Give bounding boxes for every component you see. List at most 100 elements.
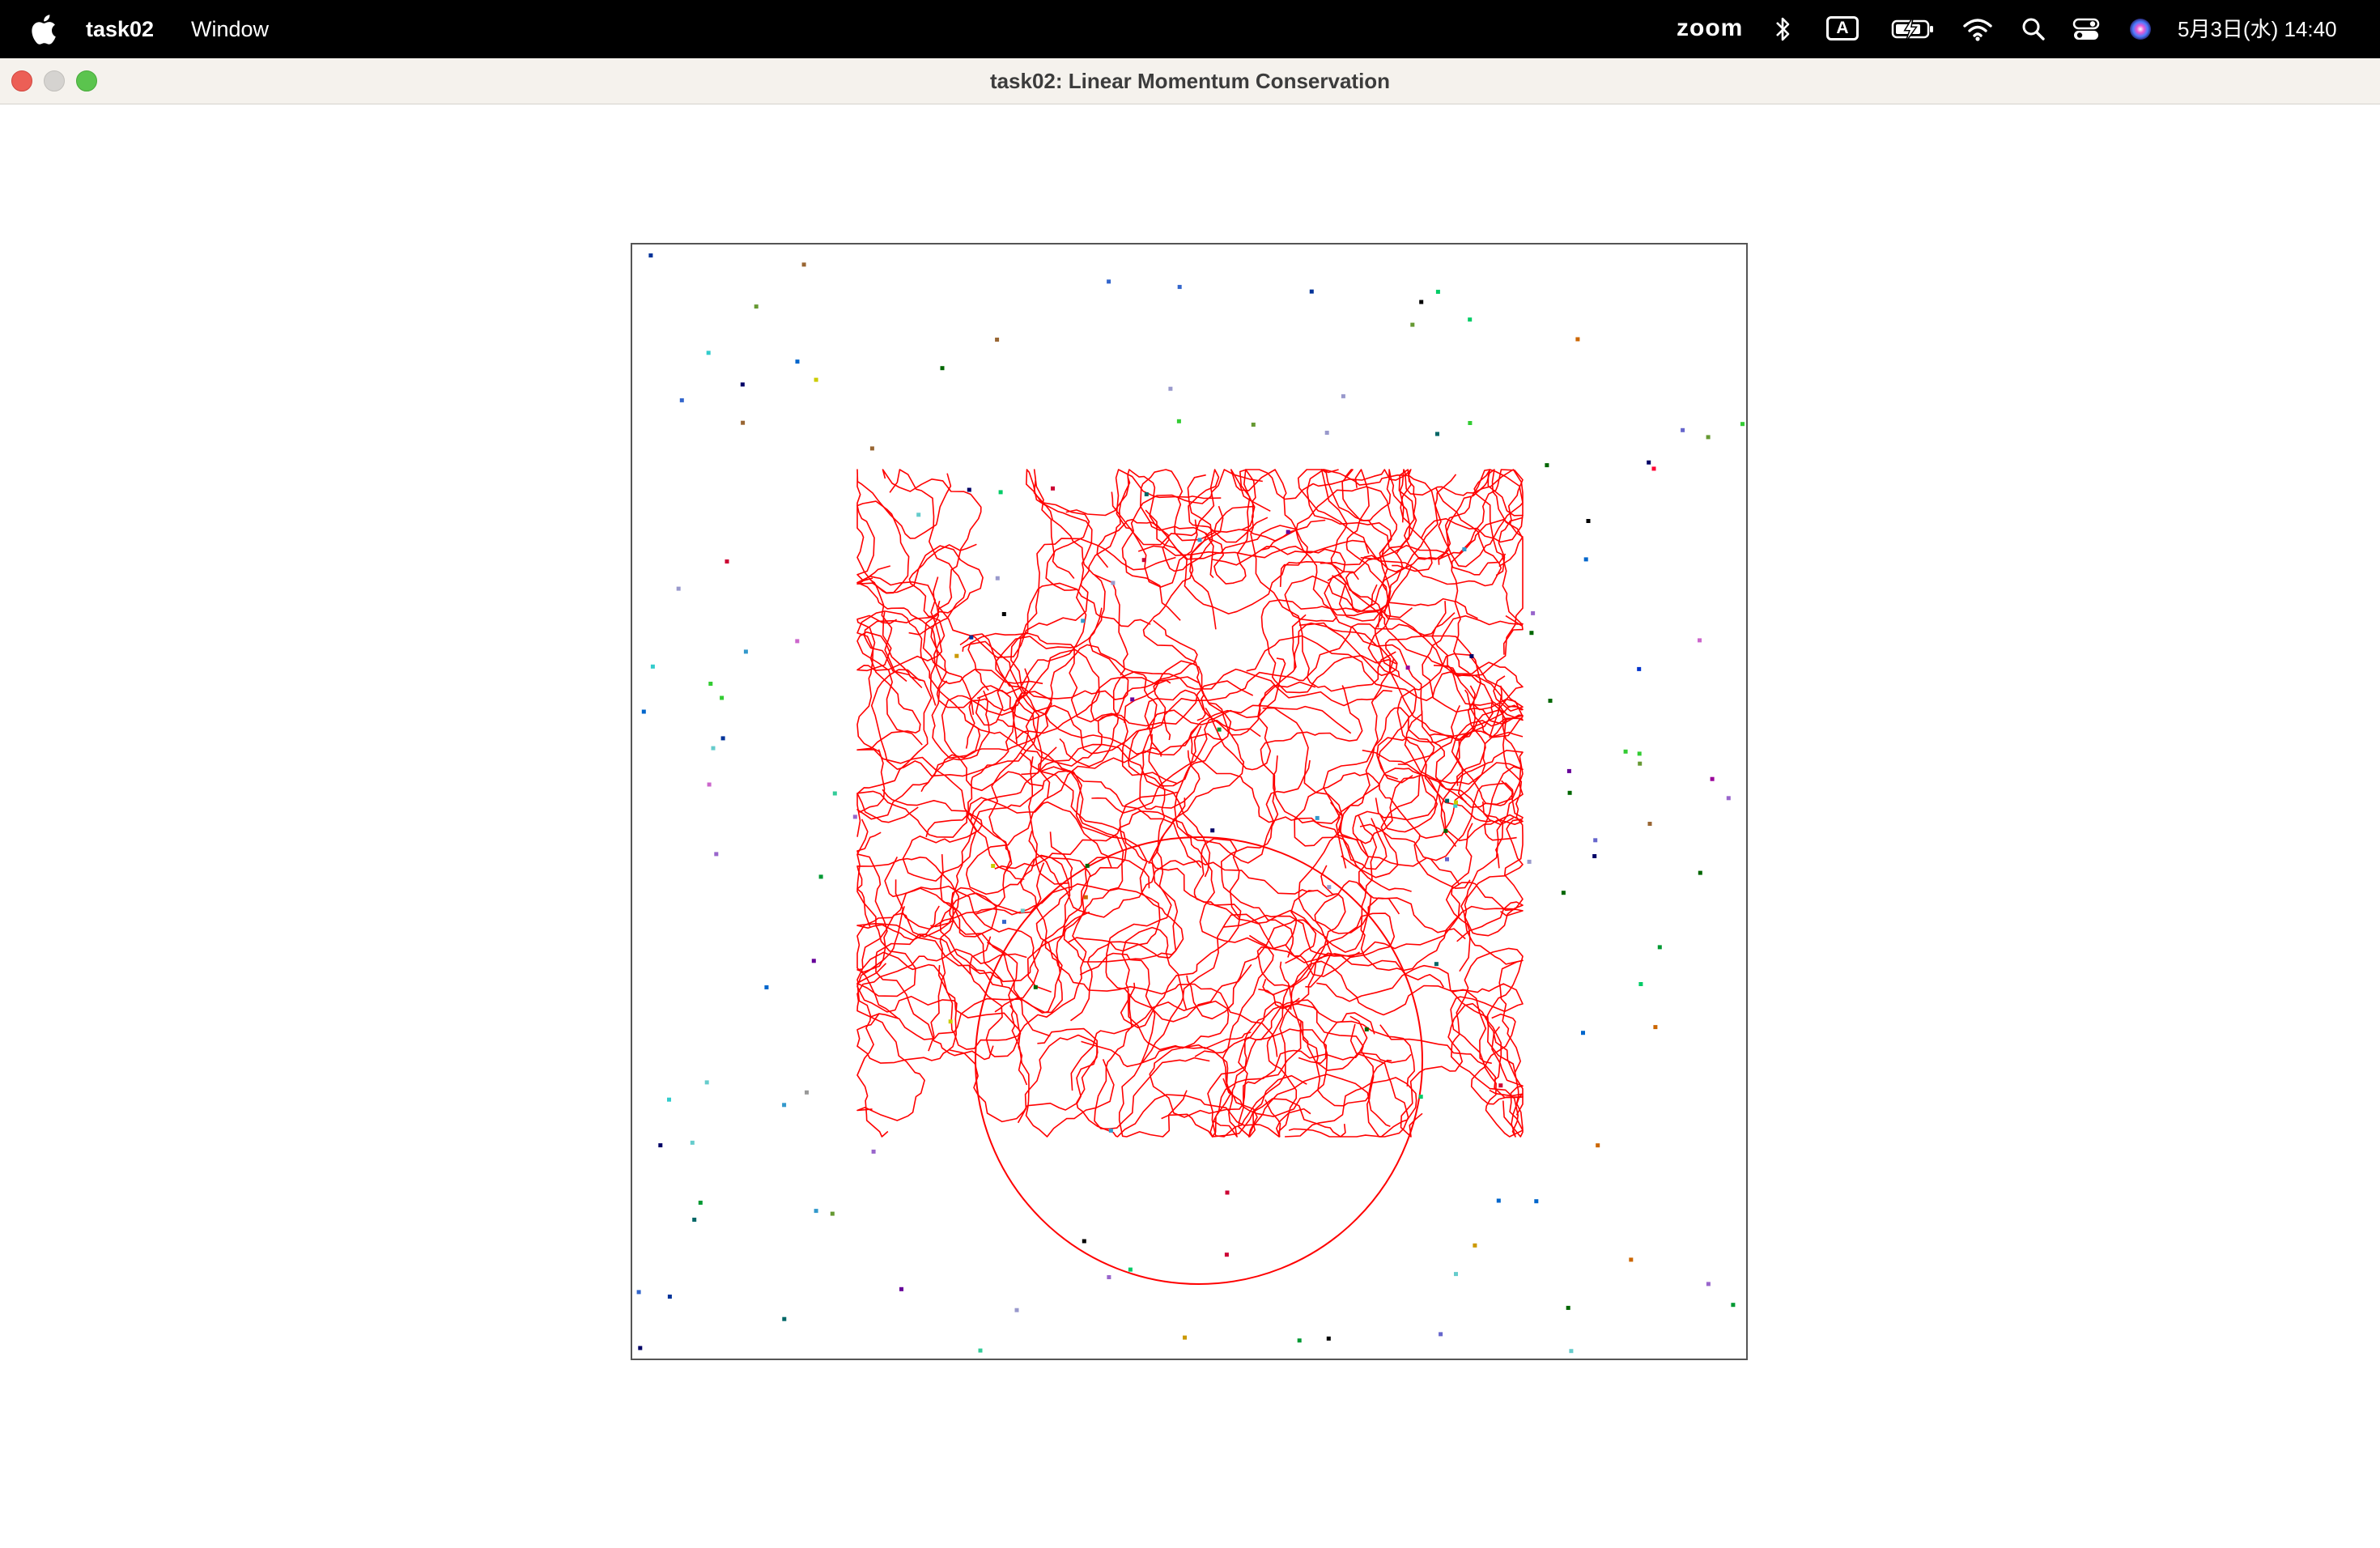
particle-trajectory xyxy=(1419,615,1524,839)
particle xyxy=(969,635,974,640)
siri-icon[interactable] xyxy=(2127,13,2153,45)
particle-trajectory xyxy=(1186,919,1317,1020)
particle xyxy=(869,446,874,451)
particle xyxy=(1324,431,1329,435)
control-center-icon[interactable] xyxy=(2072,13,2100,45)
particle-trajectory xyxy=(1399,469,1524,543)
particle-trajectory xyxy=(1065,469,1213,572)
particle-trajectory xyxy=(856,610,981,793)
particle-trajectory xyxy=(1375,685,1524,821)
particle xyxy=(1107,279,1111,284)
zoom-status-item[interactable]: zoom xyxy=(1677,15,1744,41)
particle xyxy=(1327,885,1332,890)
battery-charging-icon[interactable] xyxy=(1891,13,1935,45)
particle-trajectory xyxy=(1284,575,1413,623)
particle xyxy=(704,1080,709,1085)
input-source-icon[interactable]: A xyxy=(1826,16,1859,40)
particle xyxy=(1498,1083,1503,1088)
particle xyxy=(1445,857,1449,861)
window-close-button[interactable] xyxy=(11,70,32,91)
particle-trajectory xyxy=(1262,707,1460,886)
particle xyxy=(1545,463,1549,468)
apple-menu-icon[interactable] xyxy=(29,11,58,47)
particle xyxy=(1638,982,1643,986)
particle xyxy=(667,1295,672,1299)
bluetooth-icon[interactable] xyxy=(1773,13,1792,45)
menu-bar-clock[interactable]: 5月3日(水) 14:40 xyxy=(2178,17,2337,41)
particle xyxy=(1657,945,1662,950)
particle-trajectory xyxy=(1070,926,1230,1091)
particle-trajectory xyxy=(1019,751,1444,988)
particle-trajectory xyxy=(1161,1098,1346,1138)
particle xyxy=(636,1290,641,1295)
particle-trajectory xyxy=(995,607,1103,799)
particle-trajectory xyxy=(969,936,1022,1057)
particle-trajectory xyxy=(1081,1040,1391,1138)
particle xyxy=(832,791,837,796)
particle xyxy=(1085,863,1090,868)
particle-trajectory xyxy=(1360,469,1491,565)
particle xyxy=(814,377,818,382)
particle-trajectory xyxy=(1273,755,1372,934)
particle xyxy=(830,1211,835,1216)
particle xyxy=(1596,1143,1600,1148)
particle-trajectory xyxy=(856,500,910,594)
particle-trajectory xyxy=(1144,657,1316,756)
window-minimize-button[interactable] xyxy=(44,70,65,91)
particle-trajectory xyxy=(1190,658,1395,824)
particle xyxy=(1445,798,1450,803)
particle-trajectory xyxy=(1115,469,1222,588)
particle xyxy=(698,1201,703,1205)
particle xyxy=(1176,419,1181,423)
particle xyxy=(1251,423,1256,427)
particle xyxy=(1225,1190,1230,1195)
particle-trajectory xyxy=(940,854,1063,1014)
window-menu[interactable]: Window xyxy=(191,17,270,41)
particle-trajectory xyxy=(1279,961,1412,1071)
particle xyxy=(1107,1275,1111,1279)
particle xyxy=(814,1209,818,1214)
particle xyxy=(1529,631,1534,636)
particle xyxy=(1462,547,1467,551)
particle-trajectory xyxy=(1238,1001,1392,1138)
particle-trajectory xyxy=(1090,619,1254,727)
particle xyxy=(658,1143,663,1148)
particle xyxy=(998,490,1003,495)
particle xyxy=(1651,466,1656,471)
particle xyxy=(991,864,996,868)
particle-trajectory xyxy=(856,831,1028,1086)
particle xyxy=(1581,1031,1585,1036)
simulation-canvas[interactable] xyxy=(631,243,1748,1360)
particle-trajectory xyxy=(1379,1013,1524,1105)
app-menu[interactable]: task02 xyxy=(86,17,155,41)
particle xyxy=(1706,1282,1711,1286)
particle xyxy=(1567,790,1572,795)
particle-trajectory xyxy=(928,756,1034,1052)
window-zoom-button[interactable] xyxy=(76,70,97,91)
particle-trajectory xyxy=(1294,622,1486,786)
particle xyxy=(1419,300,1424,304)
particle-trajectory xyxy=(856,879,958,1064)
particle xyxy=(805,1090,809,1095)
particle-trajectory xyxy=(1028,770,1202,885)
wifi-icon[interactable] xyxy=(1962,13,1993,45)
particle xyxy=(1710,776,1715,781)
window-titlebar[interactable]: task02: Linear Momentum Conservation xyxy=(0,58,2380,104)
particle xyxy=(725,559,729,563)
particle xyxy=(1637,751,1642,756)
particle-trajectory xyxy=(1213,999,1375,1138)
particle-trajectory xyxy=(1021,743,1211,878)
particle xyxy=(711,746,716,751)
particle-trajectory xyxy=(1440,685,1524,848)
particle xyxy=(1341,393,1345,398)
particle-trajectory xyxy=(1124,660,1277,950)
particle xyxy=(692,1218,697,1222)
particle-trajectory xyxy=(1079,952,1188,1138)
particle-trajectory xyxy=(994,759,1311,870)
spotlight-search-icon[interactable] xyxy=(2021,13,2046,45)
particle xyxy=(1623,749,1628,754)
particle xyxy=(1020,908,1025,913)
particle-trajectory xyxy=(937,791,1178,1050)
particle xyxy=(978,1348,983,1353)
particle xyxy=(916,512,921,517)
